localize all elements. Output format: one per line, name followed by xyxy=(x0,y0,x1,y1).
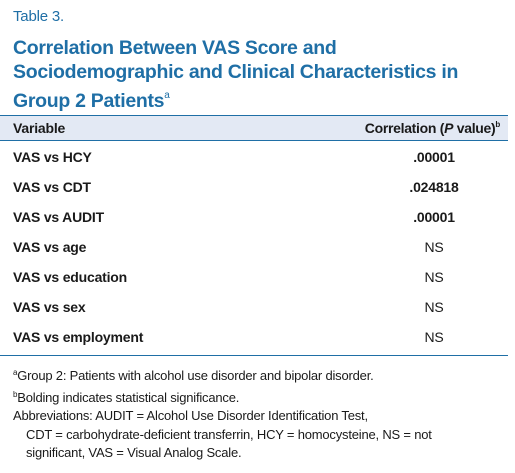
row-variable: VAS vs employment xyxy=(13,329,144,345)
title-footnote-mark: a xyxy=(164,90,170,101)
table-row: VAS vs employment NS xyxy=(0,323,508,353)
row-variable: VAS vs CDT xyxy=(13,179,91,195)
table-footnotes: aGroup 2: Patients with alcohol use diso… xyxy=(13,364,508,463)
correlation-header-prefix: Correlation ( xyxy=(364,120,445,136)
table-row: VAS vs age NS xyxy=(0,233,508,263)
footnote-b-text: Bolding indicates statistical significan… xyxy=(17,389,240,405)
correlation-footnote-mark: b xyxy=(495,120,500,129)
row-correlation: NS xyxy=(424,299,444,315)
table-title-text: Correlation Between VAS Score and Sociod… xyxy=(13,37,459,112)
abbreviations-line-3: significant, VAS = Visual Analog Scale. xyxy=(26,445,242,460)
row-correlation: NS xyxy=(424,329,444,345)
table-title: Correlation Between VAS Score and Sociod… xyxy=(13,36,508,113)
row-variable: VAS vs age xyxy=(13,239,87,255)
table-row: VAS vs CDT .024818 xyxy=(0,173,508,203)
footnote-a-mark: a xyxy=(13,368,18,377)
abbreviations-line-1: Abbreviations: AUDIT = Alcohol Use Disor… xyxy=(13,408,368,423)
table-row: VAS vs HCY .00001 xyxy=(0,143,508,173)
row-variable: VAS vs sex xyxy=(13,299,86,315)
footnote-a: aGroup 2: Patients with alcohol use diso… xyxy=(13,364,508,386)
column-header-correlation: Correlation (P value)b xyxy=(364,120,501,136)
table-label: Table 3. xyxy=(13,8,64,25)
row-correlation: NS xyxy=(424,239,444,255)
row-correlation: .00001 xyxy=(413,149,455,165)
row-correlation: NS xyxy=(424,269,444,285)
footnote-b: bBolding indicates statistical significa… xyxy=(13,386,508,408)
table-row: VAS vs education NS xyxy=(0,263,508,293)
table-bottom-rule xyxy=(0,355,508,356)
abbreviations-line-2: CDT = carbohydrate-deficient transferrin… xyxy=(26,426,432,442)
table-row: VAS vs AUDIT .00001 xyxy=(0,203,508,233)
footnote-b-mark: b xyxy=(13,389,18,399)
footnote-a-text: Group 2: Patients with alcohol use disor… xyxy=(17,368,374,383)
correlation-header-suffix: value) xyxy=(453,120,496,136)
row-correlation: .00001 xyxy=(413,209,455,225)
row-variable: VAS vs HCY xyxy=(13,149,92,165)
table-header-row: Variable Correlation (P value)b xyxy=(0,115,508,141)
column-header-variable: Variable xyxy=(13,120,66,136)
table-row: VAS vs sex NS xyxy=(0,293,508,323)
row-variable: VAS vs education xyxy=(13,269,128,285)
correlation-header-p: P xyxy=(444,120,454,136)
row-variable: VAS vs AUDIT xyxy=(13,209,104,225)
row-correlation: .024818 xyxy=(409,179,459,195)
